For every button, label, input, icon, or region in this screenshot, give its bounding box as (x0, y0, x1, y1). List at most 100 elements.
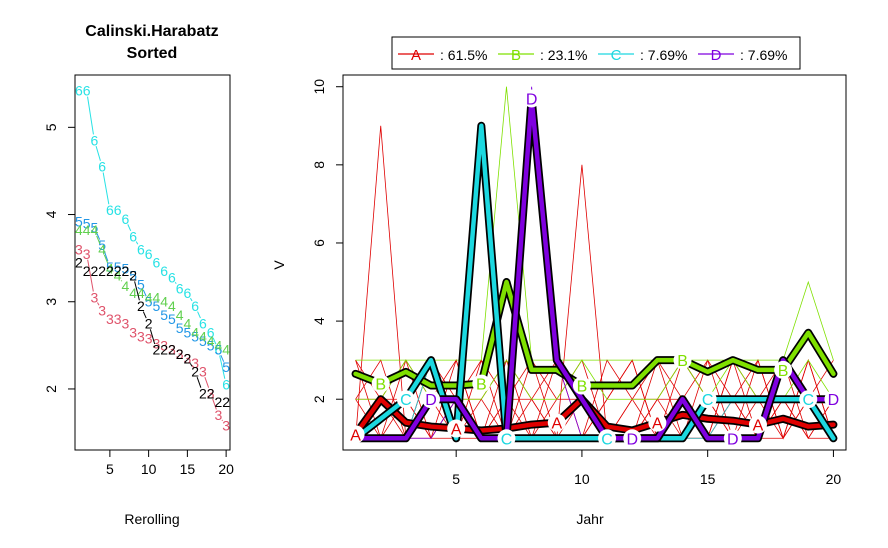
background-line (355, 86, 834, 361)
left-point-label: 5 (199, 333, 207, 349)
left-point-label: 5 (145, 294, 153, 310)
point-label-B: B (476, 377, 487, 394)
left-x-axis-label: Rerolling (124, 511, 179, 527)
point-label-bg (623, 429, 642, 448)
left-point-label: 2 (129, 268, 137, 284)
point-label-C: C (501, 431, 513, 448)
left-series-segment (120, 280, 123, 282)
left-point-label: 4 (160, 294, 168, 310)
right-x-tick-label: 15 (700, 471, 716, 487)
left-point-label: 2 (191, 364, 199, 380)
left-point-label: 5 (106, 259, 114, 275)
right-y-axis: 2 4 6 8 10 (311, 79, 344, 403)
point-label-D: D (626, 431, 638, 448)
left-y-axis: 2 3 4 5 (43, 123, 76, 393)
left-point-label: 6 (137, 241, 145, 257)
left-point-label: 4 (152, 289, 160, 305)
left-y-tick-label: 2 (43, 385, 59, 393)
legend-text: : 7.69% (740, 47, 787, 63)
left-point-label: 2 (83, 263, 91, 279)
right-x-axis-label: Jahr (576, 511, 604, 527)
legend-entry-C: C: 7.69% (598, 47, 687, 64)
point-label-bg (774, 360, 793, 379)
left-point-label: 6 (214, 342, 222, 358)
left-x-tick-label: 20 (218, 461, 234, 477)
right-x-axis: 5 10 15 20 (452, 449, 842, 487)
left-point-label: 2 (183, 350, 191, 366)
point-label-bg (673, 351, 692, 370)
left-series-5: 5 5 555 5 5 555 55 55 5 5 5 5 55 (75, 214, 230, 376)
left-point-label: 3 (90, 289, 98, 305)
left-point-label: 6 (114, 202, 122, 218)
left-point-label: 3 (129, 324, 137, 340)
left-point-label: 4 (83, 222, 91, 238)
left-point-label: 2 (121, 263, 129, 279)
point-label-B: B (375, 377, 386, 394)
left-x-tick-label: 15 (180, 461, 196, 477)
left-point-label: 5 (98, 237, 106, 253)
left-point-label: 6 (98, 159, 106, 175)
left-point-label: 2 (137, 298, 145, 314)
left-point-label: 6 (199, 316, 207, 332)
left-series-segment (134, 281, 140, 301)
left-point-label: 3 (176, 346, 184, 362)
left-series-segment (190, 297, 193, 302)
left-chart-title-line2: Sorted (127, 45, 178, 62)
left-point-label: 4 (121, 278, 129, 294)
left-point-label: 6 (207, 324, 215, 340)
point-label-bg (547, 413, 566, 432)
point-label-bg (447, 419, 466, 438)
left-y-tick-label: 5 (43, 123, 59, 131)
left-point-label: 3 (183, 350, 191, 366)
left-chart-title-line1: Calinski.Harabatz (85, 23, 218, 40)
left-point-label: 3 (152, 336, 160, 352)
left-series-segment (149, 329, 156, 345)
left-series-segment (204, 376, 210, 388)
legend-text: : 61.5% (440, 47, 487, 63)
legend: A: 61.5% B: 23.1% C: 7.69% D: 7.69% (391, 36, 801, 70)
left-y-tick-label: 4 (43, 210, 59, 218)
point-label-bg (396, 390, 415, 409)
left-point-label: 4 (98, 241, 106, 257)
left-point-label: 5 (114, 259, 122, 275)
left-point-label: 5 (160, 307, 168, 323)
right-y-tick-label: 2 (311, 395, 327, 403)
left-series-segment (95, 146, 101, 161)
left-point-label: 2 (114, 263, 122, 279)
left-point-label: 4 (176, 307, 184, 323)
point-label-bg (748, 415, 767, 434)
right-y-tick-label: 6 (311, 239, 327, 247)
left-point-label: 4 (222, 342, 230, 358)
left-point-label: 5 (90, 220, 98, 236)
left-point-label: 2 (168, 342, 176, 358)
left-point-label: 2 (90, 263, 98, 279)
left-point-label: 5 (191, 329, 199, 345)
left-point-label: 5 (222, 359, 230, 375)
right-y-tick-label: 8 (311, 161, 327, 169)
point-label-bg (346, 425, 365, 444)
left-series-segment (127, 224, 132, 232)
left-series-segment (219, 355, 226, 379)
left-series-segment (220, 354, 225, 362)
left-y-tick-label: 3 (43, 298, 59, 306)
left-point-label: 2 (176, 346, 184, 362)
left-point-label: 4 (75, 222, 83, 238)
left-point-label: 2 (152, 342, 160, 358)
left-point-label: 3 (98, 302, 106, 318)
left-point-label: 3 (214, 407, 222, 423)
left-point-label: 6 (176, 281, 184, 297)
left-point-label: 4 (90, 222, 98, 238)
right-x-tick-label: 10 (574, 471, 590, 487)
point-label-bg (598, 429, 617, 448)
legend-letter: D (711, 47, 722, 64)
left-series-segment (96, 235, 101, 245)
left-point-label: 3 (160, 337, 168, 353)
right-x-tick-label: 20 (826, 471, 842, 487)
left-series-segment (102, 172, 110, 205)
left-point-label: 5 (83, 215, 91, 231)
right-chart-series (351, 94, 838, 443)
left-point-label: 6 (90, 132, 98, 148)
left-point-label: 3 (83, 246, 91, 262)
legend-letter: B (511, 47, 521, 64)
